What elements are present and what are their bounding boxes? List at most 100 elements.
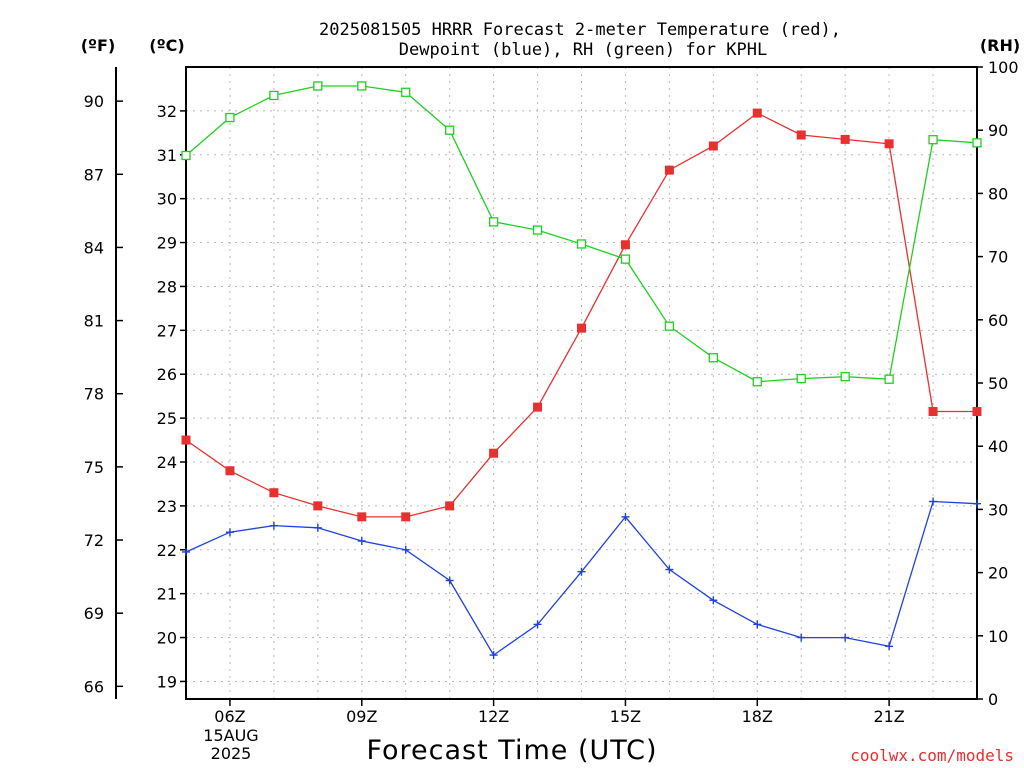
dewpoint-point [357, 537, 366, 545]
fahrenheit-tick-label: 90 [84, 92, 104, 111]
dewpoint-point [621, 512, 630, 521]
data-series [181, 81, 982, 660]
rh-point [752, 377, 762, 387]
temperature-point [796, 130, 806, 140]
rh-point [840, 372, 850, 382]
dewpoint-point [269, 521, 278, 530]
temperature-point [752, 108, 762, 118]
dewpoint-point [929, 497, 938, 506]
rh-point [928, 135, 938, 145]
rh-point [269, 90, 279, 101]
temperature-point [708, 141, 718, 151]
temperature-point [225, 466, 235, 476]
fahrenheit-tick-label: 87 [84, 165, 104, 184]
fahrenheit-tick-label: 81 [84, 312, 104, 331]
axis-ticks: 19 20 21 22 23 24 25 26 27 28 29 30 31 32 66 69 72 75 78 81… [84, 58, 1019, 726]
rh-tick-label: 80 [988, 184, 1008, 203]
celsius-tick-label: 24 [157, 453, 177, 472]
fahrenheit-tick-label: 69 [84, 604, 104, 623]
celsius-tick-label: 19 [157, 672, 177, 691]
rh-point [620, 254, 631, 264]
rh-point [357, 81, 367, 91]
x-tick-label: 15Z [610, 707, 641, 726]
celsius-tick-label: 29 [157, 234, 177, 253]
rh-point [972, 138, 982, 148]
fahrenheit-tick-label: 66 [84, 677, 104, 696]
temperature-point [489, 448, 499, 458]
chart-title-line1: 2025081505 HRRR Forecast 2-meter Tempera… [319, 20, 841, 40]
fahrenheit-unit-label: (ºF) [81, 36, 116, 55]
date-label-year: 2025 [211, 744, 252, 763]
temperature-point [181, 435, 191, 445]
temperature-point [972, 407, 982, 417]
dewpoint-point [709, 596, 718, 605]
x-tick-label: 06Z [214, 707, 245, 726]
rh-tick-label: 70 [988, 248, 1008, 267]
rh-tick-label: 100 [988, 58, 1019, 77]
rh-point [401, 87, 411, 97]
dewpoint-point [182, 547, 190, 556]
celsius-tick-label: 26 [157, 365, 177, 384]
rh-point [313, 81, 323, 91]
dewpoint-point [445, 576, 454, 585]
rh-tick-label: 30 [988, 500, 1008, 519]
temperature-point [928, 407, 938, 417]
rh-point [576, 239, 587, 249]
temperature-point [533, 402, 543, 412]
fahrenheit-tick-label: 78 [84, 385, 104, 404]
rh-point [884, 374, 894, 384]
celsius-tick-label: 32 [157, 102, 177, 121]
celsius-tick-label: 30 [157, 190, 177, 209]
dewpoint-point [665, 565, 674, 574]
temperature-point [269, 488, 279, 498]
temperature-point [840, 134, 850, 144]
rh-point [181, 150, 191, 161]
x-tick-label: 12Z [478, 707, 509, 726]
celsius-tick-label: 22 [157, 541, 177, 560]
temperature-point [445, 501, 455, 511]
celsius-tick-label: 20 [157, 629, 177, 648]
temperature-point [620, 240, 630, 250]
rh-point [664, 321, 675, 331]
fahrenheit-tick-label: 84 [84, 238, 104, 257]
dewpoint-point [577, 567, 586, 576]
rh-tick-label: 10 [988, 627, 1008, 646]
celsius-tick-label: 23 [157, 497, 177, 516]
dewpoint-point [313, 523, 322, 532]
rh-tick-label: 60 [988, 311, 1008, 330]
rh-tick-label: 50 [988, 374, 1008, 393]
dewpoint-point [841, 633, 850, 642]
credit-link[interactable]: coolwx.com/models [850, 746, 1014, 765]
celsius-tick-label: 31 [157, 146, 177, 165]
x-tick-label: 09Z [346, 707, 377, 726]
celsius-unit-label: (ºC) [149, 36, 184, 55]
dewpoint-point [973, 499, 981, 508]
rh-tick-label: 20 [988, 564, 1008, 583]
rh-tick-label: 90 [988, 121, 1008, 140]
x-axis-label: Forecast Time (UTC) [366, 735, 657, 766]
dewpoint-point [533, 620, 542, 629]
dewpoint-point [753, 620, 762, 629]
date-label-day: 15AUG [203, 726, 258, 745]
rh-point [796, 373, 806, 384]
temperature-point [313, 501, 323, 511]
temperature-point [401, 512, 411, 522]
dewpoint-point [225, 528, 234, 537]
temperature-point [577, 323, 586, 333]
fahrenheit-tick-label: 75 [84, 458, 104, 477]
grid-lines [186, 67, 977, 699]
celsius-tick-label: 21 [157, 585, 177, 604]
x-tick-label: 21Z [873, 707, 904, 726]
dewpoint-point [401, 545, 410, 554]
chart-title-line2: Dewpoint (blue), RH (green) for KPHL [399, 40, 767, 60]
temperature-point [357, 512, 367, 522]
celsius-tick-label: 28 [157, 277, 177, 296]
dewpoint-point [885, 642, 894, 651]
dewpoint-point [489, 651, 498, 660]
temperature-point [884, 139, 894, 149]
rh-point [445, 125, 455, 135]
rh-tick-label: 40 [988, 437, 1008, 456]
rh-point [532, 225, 543, 235]
rh-point [488, 217, 499, 227]
